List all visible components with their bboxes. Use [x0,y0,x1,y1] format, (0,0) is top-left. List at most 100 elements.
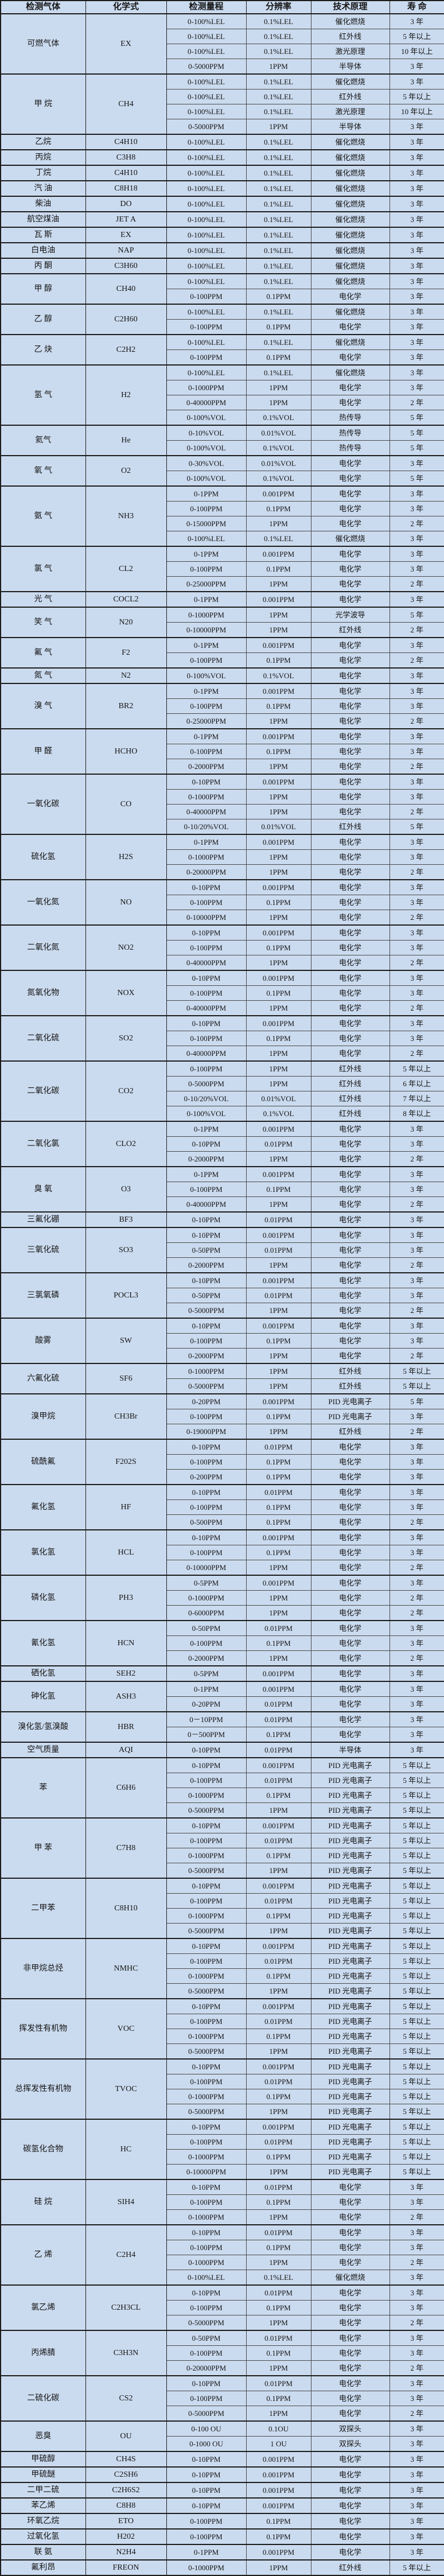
range-cell: 0-1000PPM [166,2559,247,2576]
table-row: 0-100%LEL 0.1%LEL 激光原理 10 年以上 [1,44,444,59]
range-cell: 0-100%LEL [166,364,247,380]
range-cell: 0-5000PPM [166,2406,247,2422]
lifespan-cell: 3 年 [389,2270,444,2286]
lifespan-cell: 5 年 [389,440,444,456]
table-row: 可燃气体 EX 0-100%LEL 0.1%LEL 催化燃烧 3 年 [1,13,444,75]
lifespan-cell: 5 年以上 [389,1817,444,1833]
lifespan-cell: 2 年 [389,1514,444,1530]
formula-cell: BF3 [85,1211,167,1228]
principle-cell: 电化学 [310,1031,390,1046]
gas-group: 汽 油 C8H18 0-100%LEL 0.1%LEL 催化燃烧 3 年 [1,180,444,197]
lifespan-cell: 3 年 [389,2330,444,2346]
resolution-cell: 0.1PPM [246,940,311,955]
range-cell: 0-100PPM [166,1499,247,1515]
gas-name-cell: 过氧化氢 [1,2528,86,2545]
principle-cell: 电化学 [310,1635,390,1651]
table-row: 过氧化氢 H202 0-100PPM 0.1PPM 电化学 3 年 [1,2528,444,2545]
principle-cell: PID 光电离子 [310,1983,390,1999]
lifespan-cell: 3 年 [389,165,444,181]
gas-name-cell: 碳氢化合物 [1,2119,86,2180]
range-cell: 0-1000PPM [166,849,247,865]
resolution-cell: 0.001PPM [246,1665,311,1682]
lifespan-cell: 3 年 [389,211,444,228]
formula-cell: SEH2 [85,1665,167,1682]
gas-group: 氰化氢 HCN 0-50PPM 0.01PPM 电化学 3 年 0-100PPM 0.1PPM… [1,1620,444,1666]
lifespan-cell: 3 年 [389,531,444,547]
range-cell: 0-5000PPM [166,1983,247,1999]
formula-cell: COCL2 [85,591,167,608]
formula-cell: FREON [85,2559,167,2576]
resolution-cell: 1PPM [246,395,311,410]
resolution-cell: 0.1%LEL [246,242,311,259]
formula-cell: HCL [85,1529,167,1576]
lifespan-cell: 2 年 [389,955,444,971]
gas-group: 苯乙烯 C8H8 0-10PPM 0.001PPM 电化学 3 年 [1,2497,444,2514]
lifespan-cell: 3 年 [389,2544,444,2561]
range-cell: 0-10PPM [166,2119,247,2135]
principle-cell: 电化学 [310,713,390,729]
resolution-cell: 0.1PPM [246,1469,311,1485]
lifespan-cell: 3 年 [389,924,444,941]
table-row: 0-100PPM 0.01PPM PID 光电离子 5 年以上 [1,1893,444,1909]
resolution-cell: 0.01PPM [246,2375,311,2391]
lifespan-cell: 3 年 [389,561,444,577]
gas-name-cell: 溴甲烷 [1,1393,86,1440]
formula-cell: CS2 [85,2375,167,2422]
principle-cell: 电化学 [310,698,390,714]
lifespan-cell: 5 年以上 [389,2164,444,2180]
principle-cell: 电化学 [310,910,390,926]
lifespan-cell: 10 年以上 [389,104,444,119]
range-cell: 0-100PPM [166,2194,247,2210]
lifespan-cell: 3 年 [389,1439,444,1455]
resolution-cell: 0.1%LEL [246,29,311,44]
lifespan-cell: 2 年 [389,864,444,880]
table-row: 0-100%LEL 0.1%LEL 催化燃烧 3 年 [1,531,444,547]
gas-group: 光 气 COCL2 0-1PPM 0.001PPM 电化学 3 年 [1,591,444,608]
lifespan-cell: 2 年 [389,1590,444,1606]
gas-name-cell: 氯化氢 [1,1529,86,1576]
formula-cell: C2H6S2 [85,2482,167,2499]
lifespan-cell: 3 年 [389,2224,444,2240]
resolution-cell: 1PPM [246,2559,311,2576]
range-cell: 0-5000PPM [166,119,247,135]
lifespan-cell: 3 年 [389,455,444,471]
resolution-cell: 1PPM [246,2315,311,2331]
principle-cell: 电化学 [310,1182,390,1197]
gas-name-cell: 总挥发性有机物 [1,2058,86,2120]
gas-name-cell: 二甲苯 [1,1878,86,1939]
range-cell: 0-40000PPM [166,395,247,410]
table-row: 氧 气 O2 0-30%VOL 0.01%VOL 电化学 3 年 [1,455,444,487]
range-cell: 0-100%LEL [166,334,247,350]
range-cell: 0-100%LEL [166,531,247,547]
range-cell: 0-1000PPM [166,1848,247,1863]
principle-cell: 催化燃烧 [310,242,390,259]
resolution-cell: 0.1PPM [246,2194,311,2210]
resolution-cell: 1PPM [246,1196,311,1213]
resolution-cell: 0.1%VOL [246,471,311,487]
gas-group: 苯 C6H6 0-10PPM 0.001PPM PID 光电离子 5 年以上 0-100PP… [1,1757,444,1819]
resolution-cell: 0.001PPM [246,1757,311,1773]
resolution-cell: 1PPM [246,1863,311,1879]
range-cell: 0-100PPM [166,1953,247,1969]
range-cell: 0-10PPM [166,774,247,790]
lifespan-cell: 3 年 [389,273,444,289]
table-row: 0-200PPM 0.1PPM 电化学 3 年 [1,1469,444,1485]
table-row: 0-100%LEL 0.1%LEL 红外线 5 年以上 [1,29,444,44]
range-cell: 0-100%LEL [166,258,247,274]
gas-name-cell: 氰化氢 [1,1620,86,1666]
resolution-cell: 0.1%LEL [246,104,311,119]
resolution-cell: 1PPM [246,789,311,805]
lifespan-cell: 3 年 [389,2284,444,2301]
table-row: 三氧化硫 SO3 0-10PPM 0.001PPM 电化学 3 年 [1,1227,444,1273]
principle-cell: 激光原理 [310,44,390,59]
range-cell: 0-1PPM [166,1166,247,1182]
principle-cell: 红外线 [310,29,390,44]
table-row: 0-500PPM 0.1PPM 电化学 2 年 [1,1514,444,1530]
table-row: 0-40000PPM 1PPM 电化学 2 年 [1,395,444,410]
lifespan-cell: 5 年以上 [389,2089,444,2104]
resolution-cell: 0.001PPM [246,1529,311,1545]
resolution-cell: 0.01PPM [246,1288,311,1303]
range-cell: 0-10PPM [166,2224,247,2240]
gas-name-cell: 甲硫醇 [1,2451,86,2468]
gas-name-cell: 氟 气 [1,637,86,669]
